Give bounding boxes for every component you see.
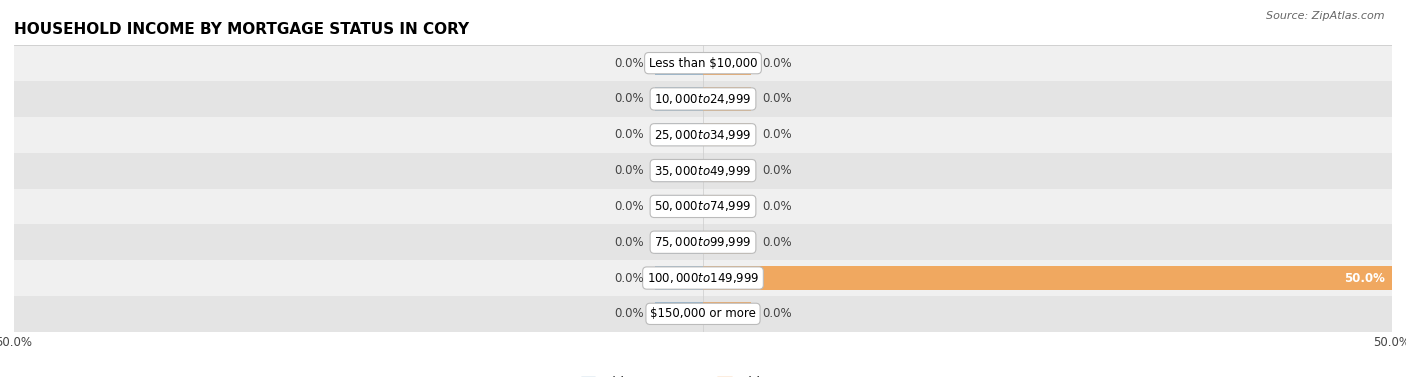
Bar <box>14 224 1392 260</box>
Bar <box>655 87 703 110</box>
Bar <box>655 267 703 290</box>
Text: 0.0%: 0.0% <box>614 200 644 213</box>
Bar <box>655 123 703 146</box>
Bar <box>703 87 751 110</box>
Text: 0.0%: 0.0% <box>762 200 792 213</box>
Bar <box>703 302 751 325</box>
Text: 50.0%: 50.0% <box>1344 271 1385 285</box>
Text: 0.0%: 0.0% <box>614 236 644 249</box>
Text: 0.0%: 0.0% <box>762 92 792 106</box>
Text: Less than $10,000: Less than $10,000 <box>648 57 758 70</box>
Bar <box>655 231 703 254</box>
Text: $150,000 or more: $150,000 or more <box>650 307 756 320</box>
Text: 0.0%: 0.0% <box>762 128 792 141</box>
Bar <box>655 159 703 182</box>
Text: 0.0%: 0.0% <box>762 164 792 177</box>
Text: 0.0%: 0.0% <box>614 128 644 141</box>
Text: 0.0%: 0.0% <box>614 164 644 177</box>
Text: $25,000 to $34,999: $25,000 to $34,999 <box>654 128 752 142</box>
Legend: Without Mortgage, With Mortgage: Without Mortgage, With Mortgage <box>581 376 825 377</box>
Bar <box>14 81 1392 117</box>
Bar <box>14 188 1392 224</box>
Bar <box>655 52 703 75</box>
Bar <box>703 52 751 75</box>
Bar <box>655 195 703 218</box>
Text: 0.0%: 0.0% <box>614 57 644 70</box>
Text: 0.0%: 0.0% <box>762 57 792 70</box>
Bar <box>703 195 751 218</box>
Text: HOUSEHOLD INCOME BY MORTGAGE STATUS IN CORY: HOUSEHOLD INCOME BY MORTGAGE STATUS IN C… <box>14 22 470 37</box>
Text: $100,000 to $149,999: $100,000 to $149,999 <box>647 271 759 285</box>
Bar <box>14 45 1392 81</box>
Text: $10,000 to $24,999: $10,000 to $24,999 <box>654 92 752 106</box>
Text: 0.0%: 0.0% <box>614 271 644 285</box>
Text: $75,000 to $99,999: $75,000 to $99,999 <box>654 235 752 249</box>
Bar <box>14 296 1392 332</box>
Text: $50,000 to $74,999: $50,000 to $74,999 <box>654 199 752 213</box>
Bar <box>14 153 1392 188</box>
Text: $35,000 to $49,999: $35,000 to $49,999 <box>654 164 752 178</box>
Bar <box>14 117 1392 153</box>
Text: 0.0%: 0.0% <box>614 92 644 106</box>
Bar <box>703 159 751 182</box>
Text: 0.0%: 0.0% <box>762 307 792 320</box>
Bar <box>655 302 703 325</box>
Bar <box>703 123 751 146</box>
Text: 0.0%: 0.0% <box>614 307 644 320</box>
Bar <box>14 260 1392 296</box>
Bar <box>703 231 751 254</box>
Bar <box>703 267 1392 290</box>
Text: Source: ZipAtlas.com: Source: ZipAtlas.com <box>1267 11 1385 21</box>
Text: 0.0%: 0.0% <box>762 236 792 249</box>
